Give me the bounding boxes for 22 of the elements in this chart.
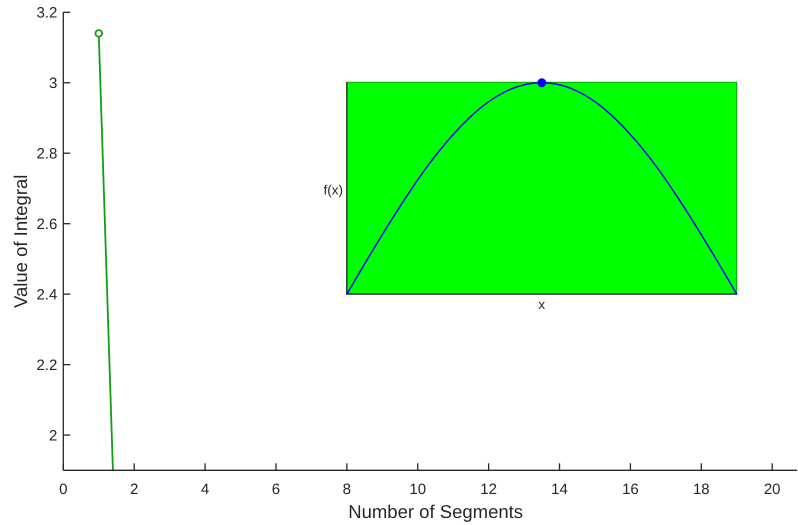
x-tick-label: 16 — [622, 480, 639, 498]
x-tick-label: 20 — [764, 480, 781, 498]
x-tick-label: 12 — [480, 480, 497, 498]
x-tick-label: 14 — [551, 480, 568, 498]
y-axis-title: Value of Integral — [10, 174, 31, 308]
y-tick-label: 3 — [48, 75, 58, 92]
x-tick-label: 8 — [342, 480, 352, 498]
x-tick-label: 10 — [409, 480, 426, 498]
y-tick-label: 2.2 — [36, 356, 58, 374]
y-tick-label: 2.6 — [36, 216, 58, 233]
y-tick-label: 2 — [48, 427, 58, 444]
x-tick-label: 0 — [59, 480, 68, 498]
x-tick-label: 4 — [200, 480, 210, 498]
y-tick-label: 2.8 — [36, 145, 58, 162]
x-tick-label: 2 — [130, 480, 138, 498]
annotation: f(x) — [324, 182, 343, 198]
x-axis-title: Number of Segments — [348, 501, 524, 522]
y-tick-label: 3.2 — [36, 4, 58, 22]
x-tick-label: 18 — [692, 480, 710, 498]
annotation: x — [538, 297, 546, 312]
y-tick-label: 2.4 — [36, 286, 58, 304]
x-tick-label: 6 — [272, 480, 280, 498]
